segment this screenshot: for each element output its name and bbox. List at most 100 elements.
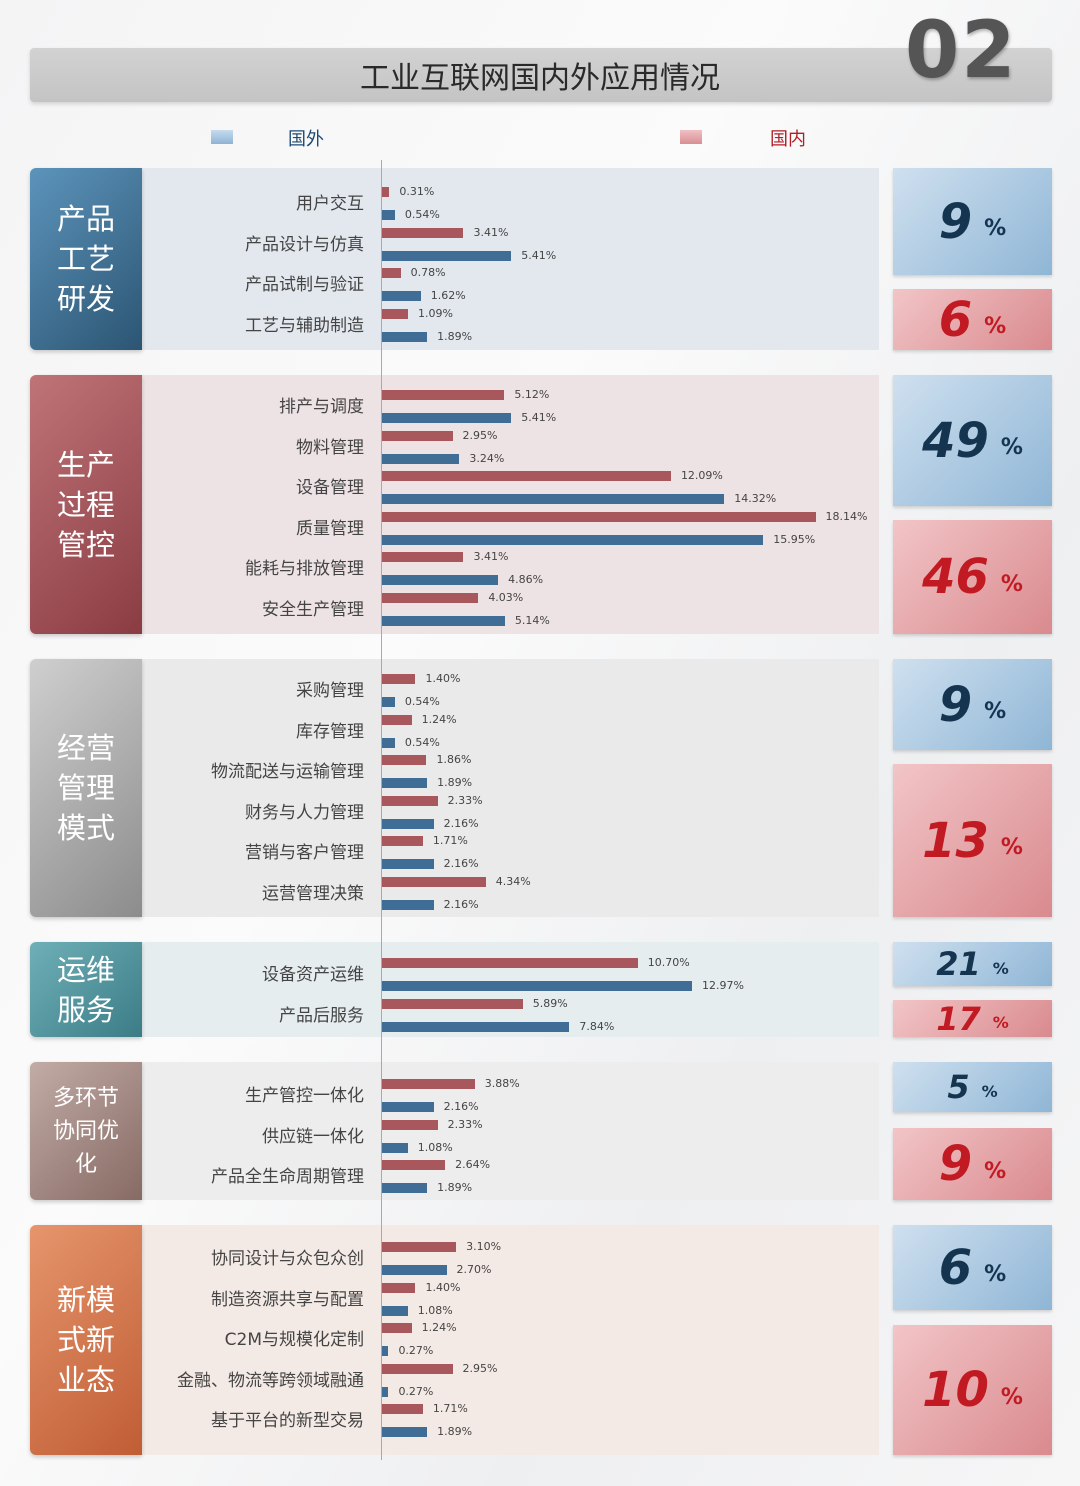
bar-value-foreign: 1.62% bbox=[430, 289, 466, 302]
bar-foreign bbox=[382, 615, 505, 626]
bar-domestic bbox=[382, 958, 638, 968]
bar-value-foreign: 2.16% bbox=[443, 857, 479, 870]
bar-domestic bbox=[382, 1079, 475, 1089]
total-foreign-box: 21% bbox=[893, 942, 1052, 986]
category-label: 产品全生命周期管理 bbox=[211, 1167, 364, 1187]
total-value: 9 bbox=[938, 193, 973, 250]
bar-value-domestic: 3.41% bbox=[473, 225, 509, 239]
bar-value-domestic: 2.33% bbox=[447, 793, 483, 807]
total-domestic-box: 13% bbox=[893, 764, 1052, 917]
bar-foreign bbox=[382, 1427, 428, 1437]
total-foreign-box: 9% bbox=[893, 168, 1052, 275]
bar-domestic bbox=[382, 876, 486, 887]
percent-unit: % bbox=[992, 958, 1009, 978]
section-label-text: 运维服务 bbox=[56, 952, 115, 1027]
bar-value-foreign: 14.32% bbox=[734, 492, 777, 505]
section-label-text: 经营管理模式 bbox=[56, 731, 115, 845]
bar-value-foreign: 5.14% bbox=[514, 613, 550, 627]
percent-unit: % bbox=[1000, 1384, 1023, 1410]
bar-domestic bbox=[382, 1119, 438, 1130]
bar-foreign bbox=[382, 1386, 389, 1397]
section-label-text: 生产过程管控 bbox=[56, 447, 115, 562]
percent-unit: % bbox=[984, 1262, 1007, 1287]
category-label: 用户交互 bbox=[296, 194, 364, 214]
bar-foreign bbox=[382, 250, 512, 261]
category-label: 基于平台的新型交易 bbox=[211, 1411, 364, 1431]
section-number: 02 bbox=[905, 6, 1018, 96]
section-label: 生产过程管控 bbox=[30, 375, 142, 634]
bar-foreign bbox=[382, 737, 395, 748]
total-domestic-box: 46% bbox=[893, 520, 1052, 634]
bar-value-foreign: 2.16% bbox=[443, 897, 479, 911]
bar-foreign bbox=[382, 1183, 428, 1193]
bar-value-foreign: 1.08% bbox=[417, 1140, 453, 1154]
bar-foreign bbox=[382, 981, 692, 991]
bar-value-foreign: 1.89% bbox=[437, 1181, 473, 1194]
bar-foreign bbox=[382, 1305, 408, 1316]
percent-unit: % bbox=[984, 314, 1007, 339]
bar-foreign bbox=[382, 210, 395, 220]
category-label: 生产管控一体化 bbox=[245, 1086, 364, 1106]
bar-value-domestic: 1.40% bbox=[425, 1280, 461, 1294]
category-label: 产品设计与仿真 bbox=[245, 234, 364, 255]
bar-value-domestic: 5.12% bbox=[514, 388, 550, 401]
total-value: 21 bbox=[936, 945, 981, 983]
bar-domestic bbox=[382, 1323, 412, 1333]
bar-foreign bbox=[382, 453, 460, 464]
total-value: 17 bbox=[936, 999, 981, 1038]
category-label: 工艺与辅助制造 bbox=[245, 315, 364, 336]
bar-value-foreign: 1.89% bbox=[437, 776, 473, 789]
bar-foreign bbox=[382, 494, 725, 504]
bar-domestic bbox=[382, 552, 464, 562]
bar-value-foreign: 5.41% bbox=[521, 248, 557, 262]
total-value: 6 bbox=[938, 291, 973, 348]
bar-value-domestic: 2.95% bbox=[462, 428, 498, 442]
category-label: 运营管理决策 bbox=[262, 883, 364, 904]
bar-value-foreign: 7.84% bbox=[579, 1019, 615, 1033]
bar-value-domestic: 5.89% bbox=[532, 996, 568, 1010]
bar-domestic bbox=[382, 795, 438, 806]
bar-foreign bbox=[382, 1142, 408, 1153]
bar-value-domestic: 2.95% bbox=[462, 1361, 498, 1375]
section-label: 新模式新业态 bbox=[30, 1225, 142, 1455]
bar-value-domestic: 4.34% bbox=[495, 874, 531, 888]
category-label: 设备管理 bbox=[296, 478, 364, 498]
bar-value-foreign: 0.27% bbox=[398, 1344, 434, 1357]
bar-value-domestic: 0.78% bbox=[410, 266, 446, 279]
percent-unit: % bbox=[1000, 571, 1023, 597]
total-value: 9 bbox=[938, 676, 973, 733]
bar-foreign bbox=[382, 1346, 389, 1356]
bar-value-foreign: 1.08% bbox=[417, 1303, 453, 1317]
bar-domestic bbox=[382, 1242, 457, 1252]
bar-value-domestic: 1.71% bbox=[432, 1402, 468, 1415]
bar-value-domestic: 18.14% bbox=[825, 509, 868, 523]
bar-domestic bbox=[382, 755, 427, 765]
bar-value-domestic: 2.64% bbox=[455, 1158, 491, 1171]
bar-domestic bbox=[382, 1404, 423, 1414]
bar-value-foreign: 2.70% bbox=[456, 1263, 492, 1276]
bar-value-domestic: 3.41% bbox=[473, 550, 509, 563]
percent-unit: % bbox=[981, 1081, 998, 1101]
section-label: 运维服务 bbox=[30, 942, 142, 1037]
category-label: 库存管理 bbox=[296, 721, 364, 742]
bar-foreign bbox=[382, 291, 421, 301]
bar-value-foreign: 3.24% bbox=[469, 451, 505, 465]
category-label: 协同设计与众包众创 bbox=[211, 1249, 364, 1269]
bar-value-domestic: 1.24% bbox=[421, 1321, 457, 1334]
bar-domestic bbox=[382, 674, 416, 684]
bar-domestic bbox=[382, 1160, 446, 1170]
bar-domestic bbox=[382, 187, 390, 197]
section-label: 多环节协同优化 bbox=[30, 1062, 142, 1200]
bar-value-foreign: 1.89% bbox=[437, 329, 473, 343]
section-background bbox=[142, 1225, 879, 1455]
bar-foreign bbox=[382, 1265, 447, 1275]
bar-value-foreign: 0.54% bbox=[404, 695, 440, 708]
percent-unit: % bbox=[992, 1013, 1009, 1032]
total-value: 49 bbox=[922, 412, 989, 469]
bar-value-domestic: 1.86% bbox=[436, 753, 472, 766]
legend-label-domestic: 国内 bbox=[770, 129, 806, 150]
category-label: 安全生产管理 bbox=[262, 599, 364, 620]
bar-value-foreign: 0.27% bbox=[398, 1384, 434, 1398]
bar-value-domestic: 10.70% bbox=[647, 956, 690, 969]
legend-swatch-foreign bbox=[211, 130, 233, 144]
